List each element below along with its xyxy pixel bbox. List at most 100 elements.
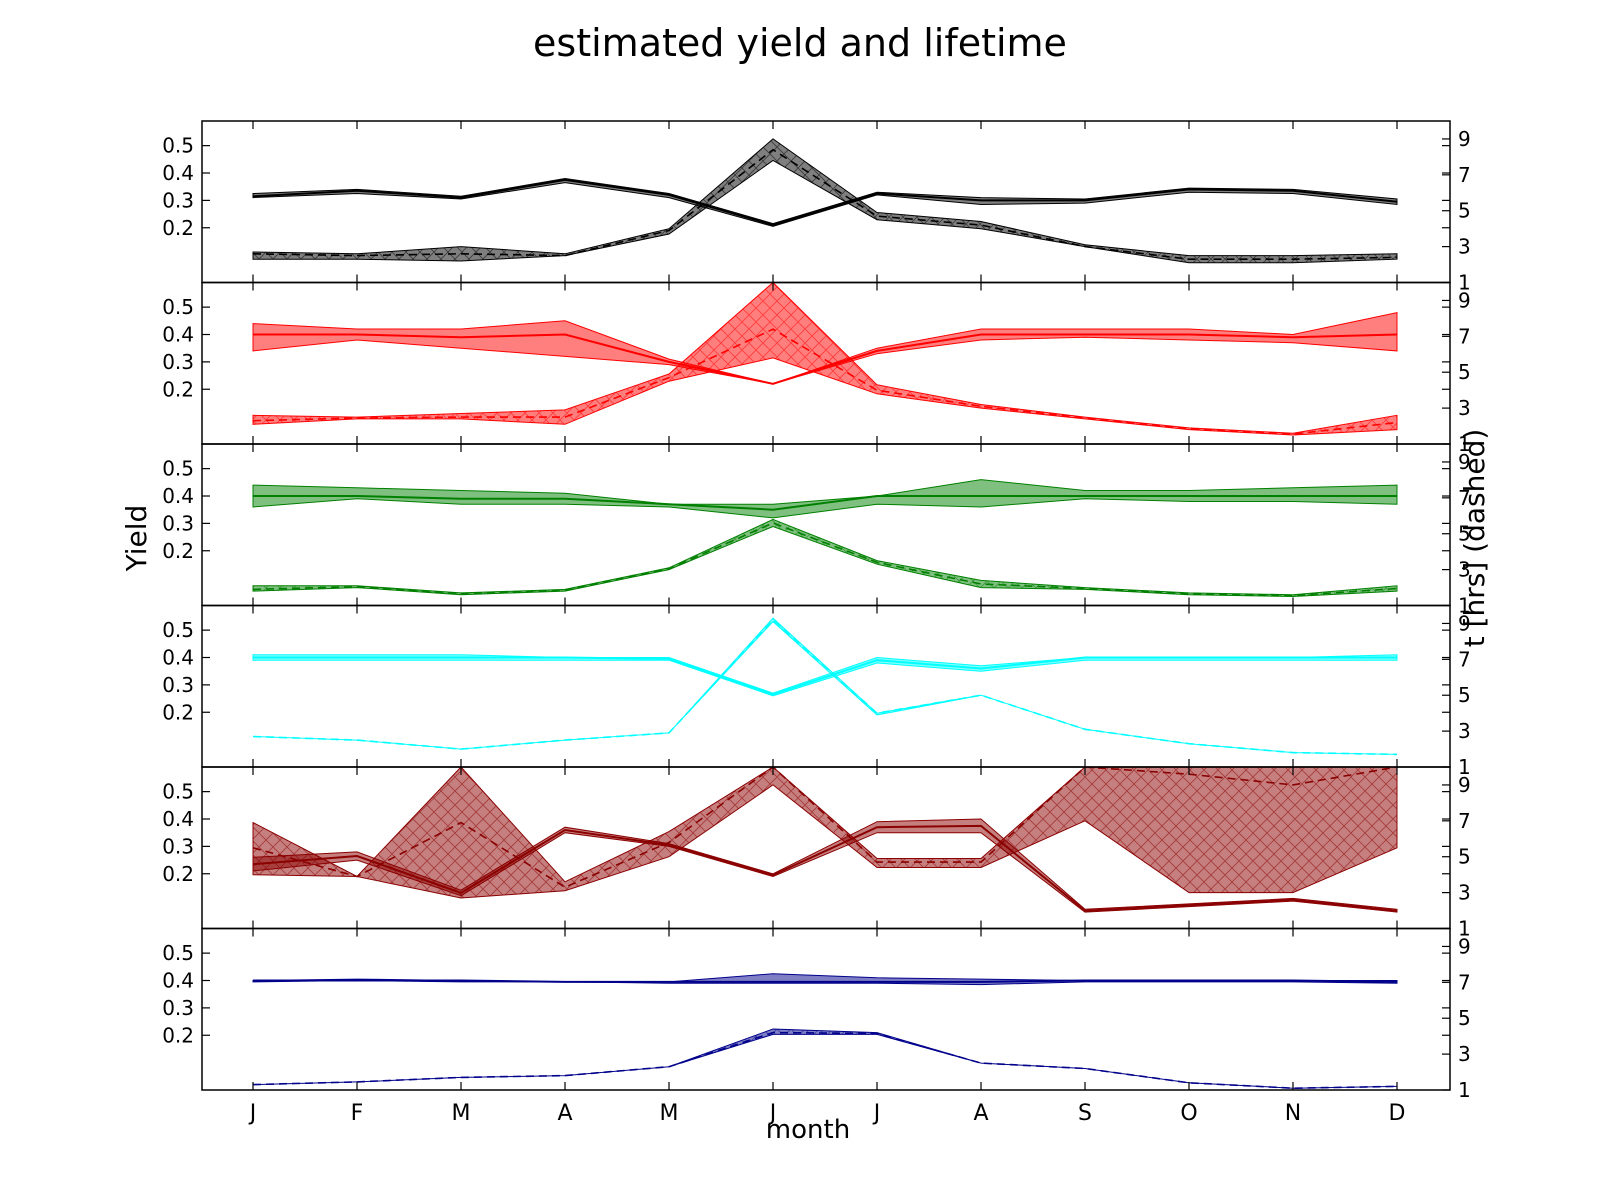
panel-5: 0.2 0.3 0.4 0.5 1 3 5 7 9 — [162, 766, 1471, 941]
lifetime-band-hatch — [253, 618, 1397, 755]
lifetime-band-hatch — [253, 767, 1397, 898]
lifetime-band-hatch — [253, 519, 1397, 597]
y-tick-label-right: 9 — [1458, 934, 1471, 958]
y-tick-label-right: 9 — [1458, 288, 1471, 312]
x-tick-label: D — [1389, 1101, 1406, 1126]
y-tick-label-left: 0.3 — [162, 834, 194, 858]
y-tick-label-left: 0.4 — [162, 646, 194, 670]
y-tick-label-left: 0.5 — [162, 780, 194, 804]
y-axis-label-left: Yield — [120, 505, 153, 573]
yield-line — [253, 979, 1398, 983]
lifetime-band-hatch — [253, 138, 1397, 263]
panel-frame — [201, 443, 1451, 607]
y-tick-label-right: 7 — [1458, 970, 1471, 994]
y-tick-label-right: 7 — [1458, 809, 1471, 833]
y-tick-label-right: 1 — [1458, 432, 1471, 456]
y-tick-label-right: 3 — [1458, 881, 1471, 905]
y-tick-label-right: 3 — [1458, 235, 1471, 259]
y-tick-label-left: 0.3 — [162, 350, 194, 374]
y-tick-label-right: 5 — [1458, 360, 1471, 384]
x-tick-label: A — [557, 1101, 572, 1126]
lifetime-band — [252, 518, 1398, 598]
y-tick-label-right: 3 — [1458, 558, 1471, 582]
y-tick-label-left: 0.5 — [162, 295, 194, 319]
y-tick-label-right: 5 — [1458, 522, 1471, 546]
panel-6: 0.2 0.3 0.4 0.5 1 3 5 7 9 J F M A M J J A S O N D — [162, 927, 1471, 1126]
panel-3: 0.2 0.3 0.4 0.5 1 3 5 7 9 — [162, 443, 1471, 618]
yield-band — [252, 818, 1398, 913]
y-tick-label-left: 0.4 — [162, 484, 194, 508]
y-tick-label-left: 0.4 — [162, 969, 194, 993]
y-tick-label-right: 5 — [1458, 845, 1471, 869]
y-tick-label-left: 0.4 — [162, 323, 194, 347]
yield-line — [253, 656, 1397, 696]
y-tick-label-left: 0.5 — [162, 457, 194, 481]
x-tick-label: J — [248, 1101, 257, 1126]
yield-band — [252, 973, 1398, 986]
y-tick-label-left: 0.3 — [162, 996, 194, 1020]
x-axis-label: month — [766, 1115, 850, 1145]
y-tick-label-right: 1 — [1458, 594, 1471, 618]
y-tick-label-left: 0.3 — [162, 673, 194, 697]
x-tick-label: M — [452, 1101, 471, 1126]
y-tick-label-left: 0.4 — [162, 161, 194, 185]
y-tick-label-right: 1 — [1458, 1078, 1471, 1102]
x-tick-label: J — [768, 1101, 777, 1126]
y-tick-label-right: 7 — [1458, 324, 1471, 348]
y-tick-label-left: 0.2 — [162, 216, 194, 240]
panel-frame — [201, 927, 1451, 1091]
x-tick-label: F — [351, 1101, 364, 1126]
lifetime-line — [252, 618, 1398, 756]
lifetime-line — [252, 1031, 1398, 1090]
y-tick-label-left: 0.2 — [162, 377, 194, 401]
yield-line — [252, 824, 1398, 912]
chart-title: estimated yield and lifetime — [533, 21, 1067, 65]
y-tick-label-right: 7 — [1458, 486, 1471, 510]
y-tick-label-right: 1 — [1458, 271, 1471, 295]
lifetime-line — [252, 767, 1398, 889]
lifetime-line — [252, 522, 1398, 597]
yield-band — [252, 311, 1398, 385]
y-tick-label-right: 9 — [1458, 611, 1471, 635]
y-tick-label-right: 1 — [1458, 917, 1471, 941]
x-tick-label: N — [1285, 1101, 1301, 1126]
y-tick-label-left: 0.5 — [162, 618, 194, 642]
y-tick-label-right: 3 — [1458, 1042, 1471, 1066]
y-tick-label-right: 3 — [1458, 396, 1471, 420]
y-tick-label-right: 7 — [1458, 647, 1471, 671]
y-tick-label-right: 5 — [1458, 1006, 1471, 1030]
panel-2: 0.2 0.3 0.4 0.5 1 3 5 7 9 — [162, 281, 1471, 456]
x-tick-label: S — [1078, 1101, 1092, 1126]
lifetime-line — [252, 328, 1398, 435]
y-tick-label-left: 0.2 — [162, 539, 194, 563]
y-tick-label-left: 0.5 — [162, 134, 194, 158]
y-axis-label-right: t [hrs] (dashed) — [1458, 429, 1491, 648]
y-tick-label-right: 9 — [1458, 450, 1471, 474]
y-tick-label-right: 3 — [1458, 719, 1471, 743]
y-tick-label-left: 0.2 — [162, 1023, 194, 1047]
lifetime-band-hatch — [253, 282, 1397, 435]
y-tick-label-right: 7 — [1458, 163, 1471, 187]
yield-line — [253, 333, 1398, 385]
y-tick-label-left: 0.2 — [162, 862, 194, 886]
x-tick-label: A — [973, 1101, 988, 1126]
panel-1: 0.2 0.3 0.4 0.5 1 3 5 7 9 — [162, 120, 1471, 295]
lifetime-band — [252, 617, 1398, 755]
y-tick-label-right: 5 — [1458, 683, 1471, 707]
y-tick-label-left: 0.3 — [162, 188, 194, 212]
lifetime-line — [252, 148, 1398, 261]
x-tick-label: J — [872, 1101, 881, 1126]
y-tick-label-left: 0.3 — [162, 511, 194, 535]
panel-4: 0.2 0.3 0.4 0.5 1 3 5 7 9 — [162, 604, 1471, 779]
yield-band — [252, 654, 1398, 697]
x-tick-label: M — [660, 1101, 679, 1126]
y-tick-label-left: 0.5 — [162, 941, 194, 965]
yield-line — [252, 178, 1398, 227]
y-tick-label-right: 5 — [1458, 199, 1471, 223]
x-tick-label: O — [1180, 1101, 1197, 1126]
lifetime-band — [252, 138, 1398, 264]
y-tick-label-right: 1 — [1458, 755, 1471, 779]
yield-line — [253, 495, 1397, 511]
yield-band — [252, 177, 1398, 227]
